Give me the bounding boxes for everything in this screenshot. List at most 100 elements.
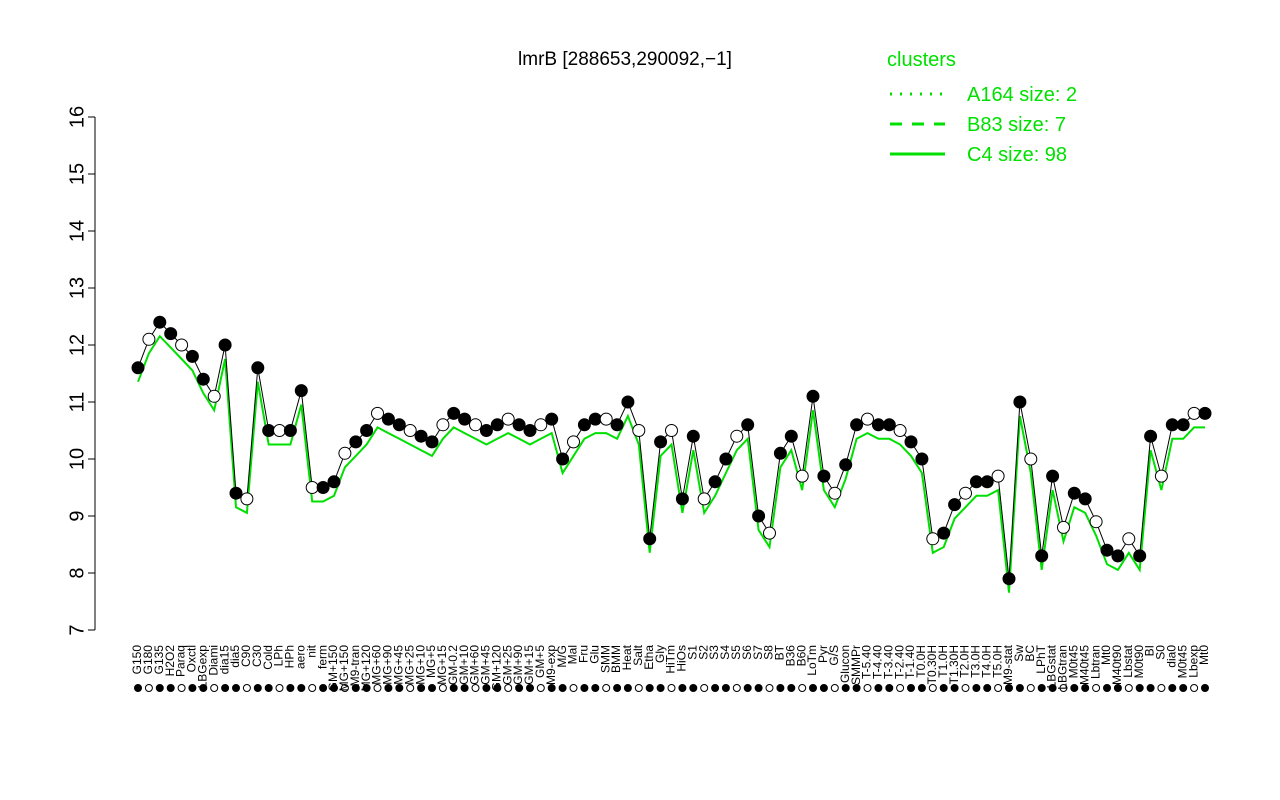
x-tick-label: MG+150 [337,645,351,692]
rug-mark [961,684,970,692]
data-point [1100,543,1114,557]
rug-mark [536,684,545,692]
rug-mark [264,684,273,692]
data-point [1198,406,1212,420]
data-point [1111,549,1125,563]
data-point [490,418,504,432]
rug-mark [547,684,556,692]
data-point [621,395,635,409]
x-tick-label: Lbtran [1088,645,1102,679]
data-point [850,418,864,432]
rug-mark [1005,684,1013,692]
y-tick-label: 14 [66,220,88,242]
rug-mark [896,684,905,692]
rug-mark [1190,684,1199,692]
x-tick-label: H2O2 [163,645,177,677]
x-tick-label: B36 [783,645,797,667]
data-point [305,481,319,494]
rug-mark [787,684,796,692]
x-tick-label: Pyr [816,645,830,663]
data-point [665,424,678,437]
data-point [577,418,591,432]
x-tick-label: dia15 [217,645,231,675]
data-point [131,361,145,375]
x-tick-label: M40t45 [1077,645,1091,685]
data-point [708,475,722,489]
rug-mark [253,684,262,692]
x-tick-label: GM+150 [326,645,340,692]
rug-mark [994,684,1003,692]
x-tick-label: GM+5 [533,645,547,678]
rug-mark [917,684,926,692]
data-point [229,486,243,500]
x-tick-label: Oxctl [185,645,199,672]
y-tick-label: 9 [66,510,88,521]
rug-mark [1146,684,1155,692]
x-tick-label: SMM [598,645,612,673]
data-point [294,384,308,398]
rug-mark [362,684,371,692]
data-point [926,532,940,546]
data-point [283,424,297,437]
x-tick-label: MG+10 [413,645,427,685]
rug-mark [504,684,513,692]
data-point [567,435,580,449]
x-tick-label: SMMPr [849,645,863,685]
data-point [763,526,776,540]
rug-mark [830,684,839,692]
data-point [1187,406,1201,420]
x-tick-label: Mt0 [1197,645,1211,665]
rug-mark [319,684,328,692]
x-tick-label: HiOs [675,645,689,672]
x-tick-label: S3 [707,645,721,660]
x-tick-label: MG+120 [359,645,373,692]
x-tick-label: S6 [740,645,754,660]
x-tick-label: T-5.40 [860,645,874,679]
x-tick-labels: G150G180G135H2O2ParaqOxctlLBGexpDiamidia… [130,644,1211,691]
data-point [719,452,733,466]
rug-mark [297,684,306,692]
rug-mark [1015,684,1024,692]
data-point [164,327,178,341]
x-tick-label: Gly [653,645,667,663]
x-tick-label: GM-0.2 [446,645,460,685]
data-point [262,424,276,437]
data-point [501,412,515,426]
x-tick-label: M0t45 [1067,645,1081,679]
rug-mark [1124,684,1133,692]
data-point [1133,549,1147,563]
x-tick-label: T0.0H [914,645,928,678]
x-tick-label: M9-exp [544,645,558,685]
data-point [1057,520,1070,534]
rug-mark [373,684,382,692]
data-point [795,469,809,483]
data-point [545,412,559,426]
data-point [1002,572,1016,586]
rug-mark [580,684,589,692]
rug-mark [199,684,208,692]
x-tick-label: GM+60 [468,645,482,685]
rug-mark [1103,684,1111,692]
data-point [861,412,874,426]
x-tick-label: LPhT [1034,644,1048,673]
data-point [392,418,406,432]
data-point [784,429,798,443]
x-tick-label: B60 [794,645,808,667]
rug-mark [210,684,219,692]
rug-mark [667,684,676,692]
rug-mark [308,684,317,692]
data-point [196,372,210,386]
rug-mark [1179,684,1188,692]
data-point [948,498,962,512]
data-point [643,532,657,546]
x-tick-label: S5 [729,645,743,660]
data-point [1046,469,1060,483]
data-point [632,424,646,437]
data-point [185,349,199,363]
x-tick-label: Glu [587,645,601,664]
x-tick-label: Diami [206,645,220,676]
x-tick-label: BT [773,644,787,660]
rug-mark [939,684,948,692]
x-tick-label: G/S [827,645,841,666]
data-point [1035,549,1049,563]
